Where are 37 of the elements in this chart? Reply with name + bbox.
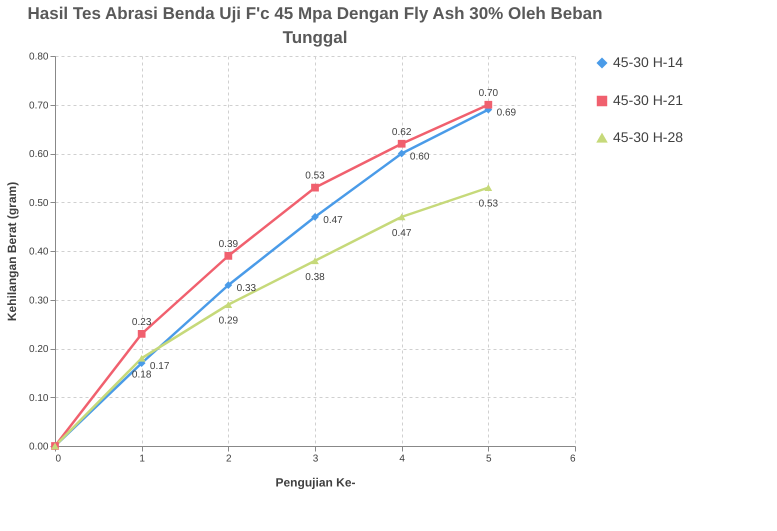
y-tick-label: 0.80 bbox=[29, 52, 49, 62]
y-tick-label: 0.00 bbox=[29, 442, 49, 452]
y-tick-label: 0.20 bbox=[29, 344, 49, 355]
data-label: 0.70 bbox=[478, 88, 498, 99]
x-tick-label: 0 bbox=[56, 454, 62, 464]
legend-label: 45-30 H-14 bbox=[613, 54, 684, 70]
y-tick-label: 0.60 bbox=[29, 149, 49, 160]
x-axis-title: Pengujian Ke- bbox=[275, 476, 356, 490]
data-label: 0.53 bbox=[478, 198, 498, 210]
x-tick-label: 6 bbox=[570, 454, 576, 464]
data-label: 0.18 bbox=[132, 369, 152, 380]
legend-label: 45-30 H-28 bbox=[613, 129, 684, 145]
data-label: 0.62 bbox=[392, 126, 412, 138]
y-axis-title: Kehilangan Berat (gram) bbox=[5, 182, 20, 322]
data-label: 0.60 bbox=[410, 152, 430, 162]
data-label: 0.47 bbox=[392, 228, 412, 239]
chart-title: Hasil Tes Abrasi Benda Uji F'c 45 Mpa Dengan Fly Ash 30% Oleh Beban Tunggal bbox=[28, 4, 602, 47]
data-label: 0.69 bbox=[496, 108, 516, 119]
legend-label: 45-30 H-21 bbox=[613, 92, 684, 108]
data-label: 0.23 bbox=[132, 316, 152, 328]
x-tick-label: 3 bbox=[312, 454, 319, 464]
x-tick-label: 1 bbox=[139, 454, 146, 464]
x-tick-label: 2 bbox=[226, 454, 232, 464]
x-tick-label: 5 bbox=[486, 454, 492, 464]
x-tick-label: 4 bbox=[399, 454, 406, 464]
data-label: 0.29 bbox=[218, 316, 238, 327]
data-label: 0.53 bbox=[305, 170, 326, 182]
y-tick-label: 0.30 bbox=[29, 295, 49, 306]
data-label: 0.33 bbox=[236, 283, 256, 294]
data-label: 0.17 bbox=[150, 361, 170, 372]
y-tick-label: 0.10 bbox=[29, 392, 49, 404]
data-label: 0.39 bbox=[218, 238, 238, 250]
y-tick-label: 0.40 bbox=[29, 246, 49, 258]
data-label: 0.38 bbox=[305, 272, 326, 283]
y-tick-label: 0.70 bbox=[29, 100, 49, 112]
data-label: 0.47 bbox=[323, 214, 344, 226]
y-tick-label: 0.50 bbox=[29, 198, 49, 209]
